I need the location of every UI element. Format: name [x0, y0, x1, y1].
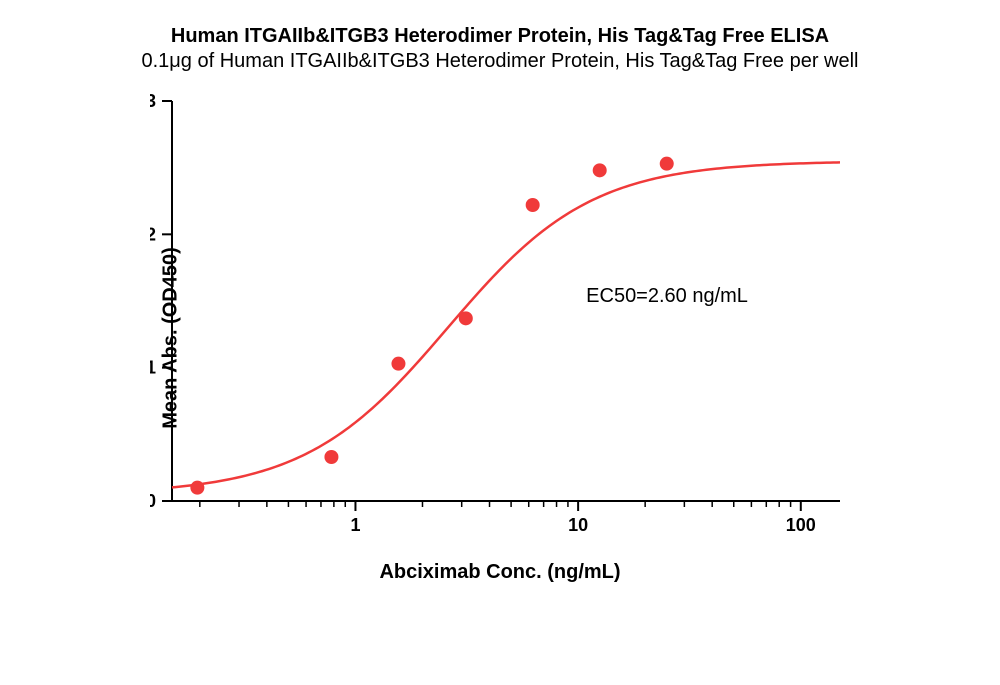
chart-title: Human ITGAIIb&ITGB3 Heterodimer Protein,…	[171, 25, 829, 48]
data-point	[459, 311, 473, 325]
y-tick-label: 2	[150, 224, 156, 244]
x-tick-label: 10	[568, 515, 588, 531]
data-point	[190, 481, 204, 495]
x-tick-label: 100	[786, 515, 816, 531]
data-point	[526, 198, 540, 212]
chart-container: Human ITGAIIb&ITGB3 Heterodimer Protein,…	[0, 0, 1000, 685]
data-point	[593, 163, 607, 177]
data-point	[324, 450, 338, 464]
y-tick-label: 0	[150, 491, 156, 511]
fit-curve	[172, 162, 840, 487]
chart-subtitle: 0.1μg of Human ITGAIIb&ITGB3 Heterodimer…	[141, 50, 858, 73]
y-tick-label: 1	[150, 358, 156, 378]
data-point	[660, 157, 674, 171]
ec50-annotation: EC50=2.60 ng/mL	[586, 285, 748, 308]
chart-svg: 0 1 2 3 1 10 100	[150, 91, 850, 531]
y-tick-label: 3	[150, 91, 156, 111]
data-point	[391, 357, 405, 371]
chart-plot-area: Mean Abs. (OD450) 0 1 2 3 1 10 100 EC50=2.60 n…	[150, 91, 850, 584]
x-axis-label: Abciximab Conc. (ng/mL)	[150, 561, 850, 584]
x-tick-label: 1	[350, 515, 360, 531]
y-axis-label: Mean Abs. (OD450)	[159, 247, 182, 429]
